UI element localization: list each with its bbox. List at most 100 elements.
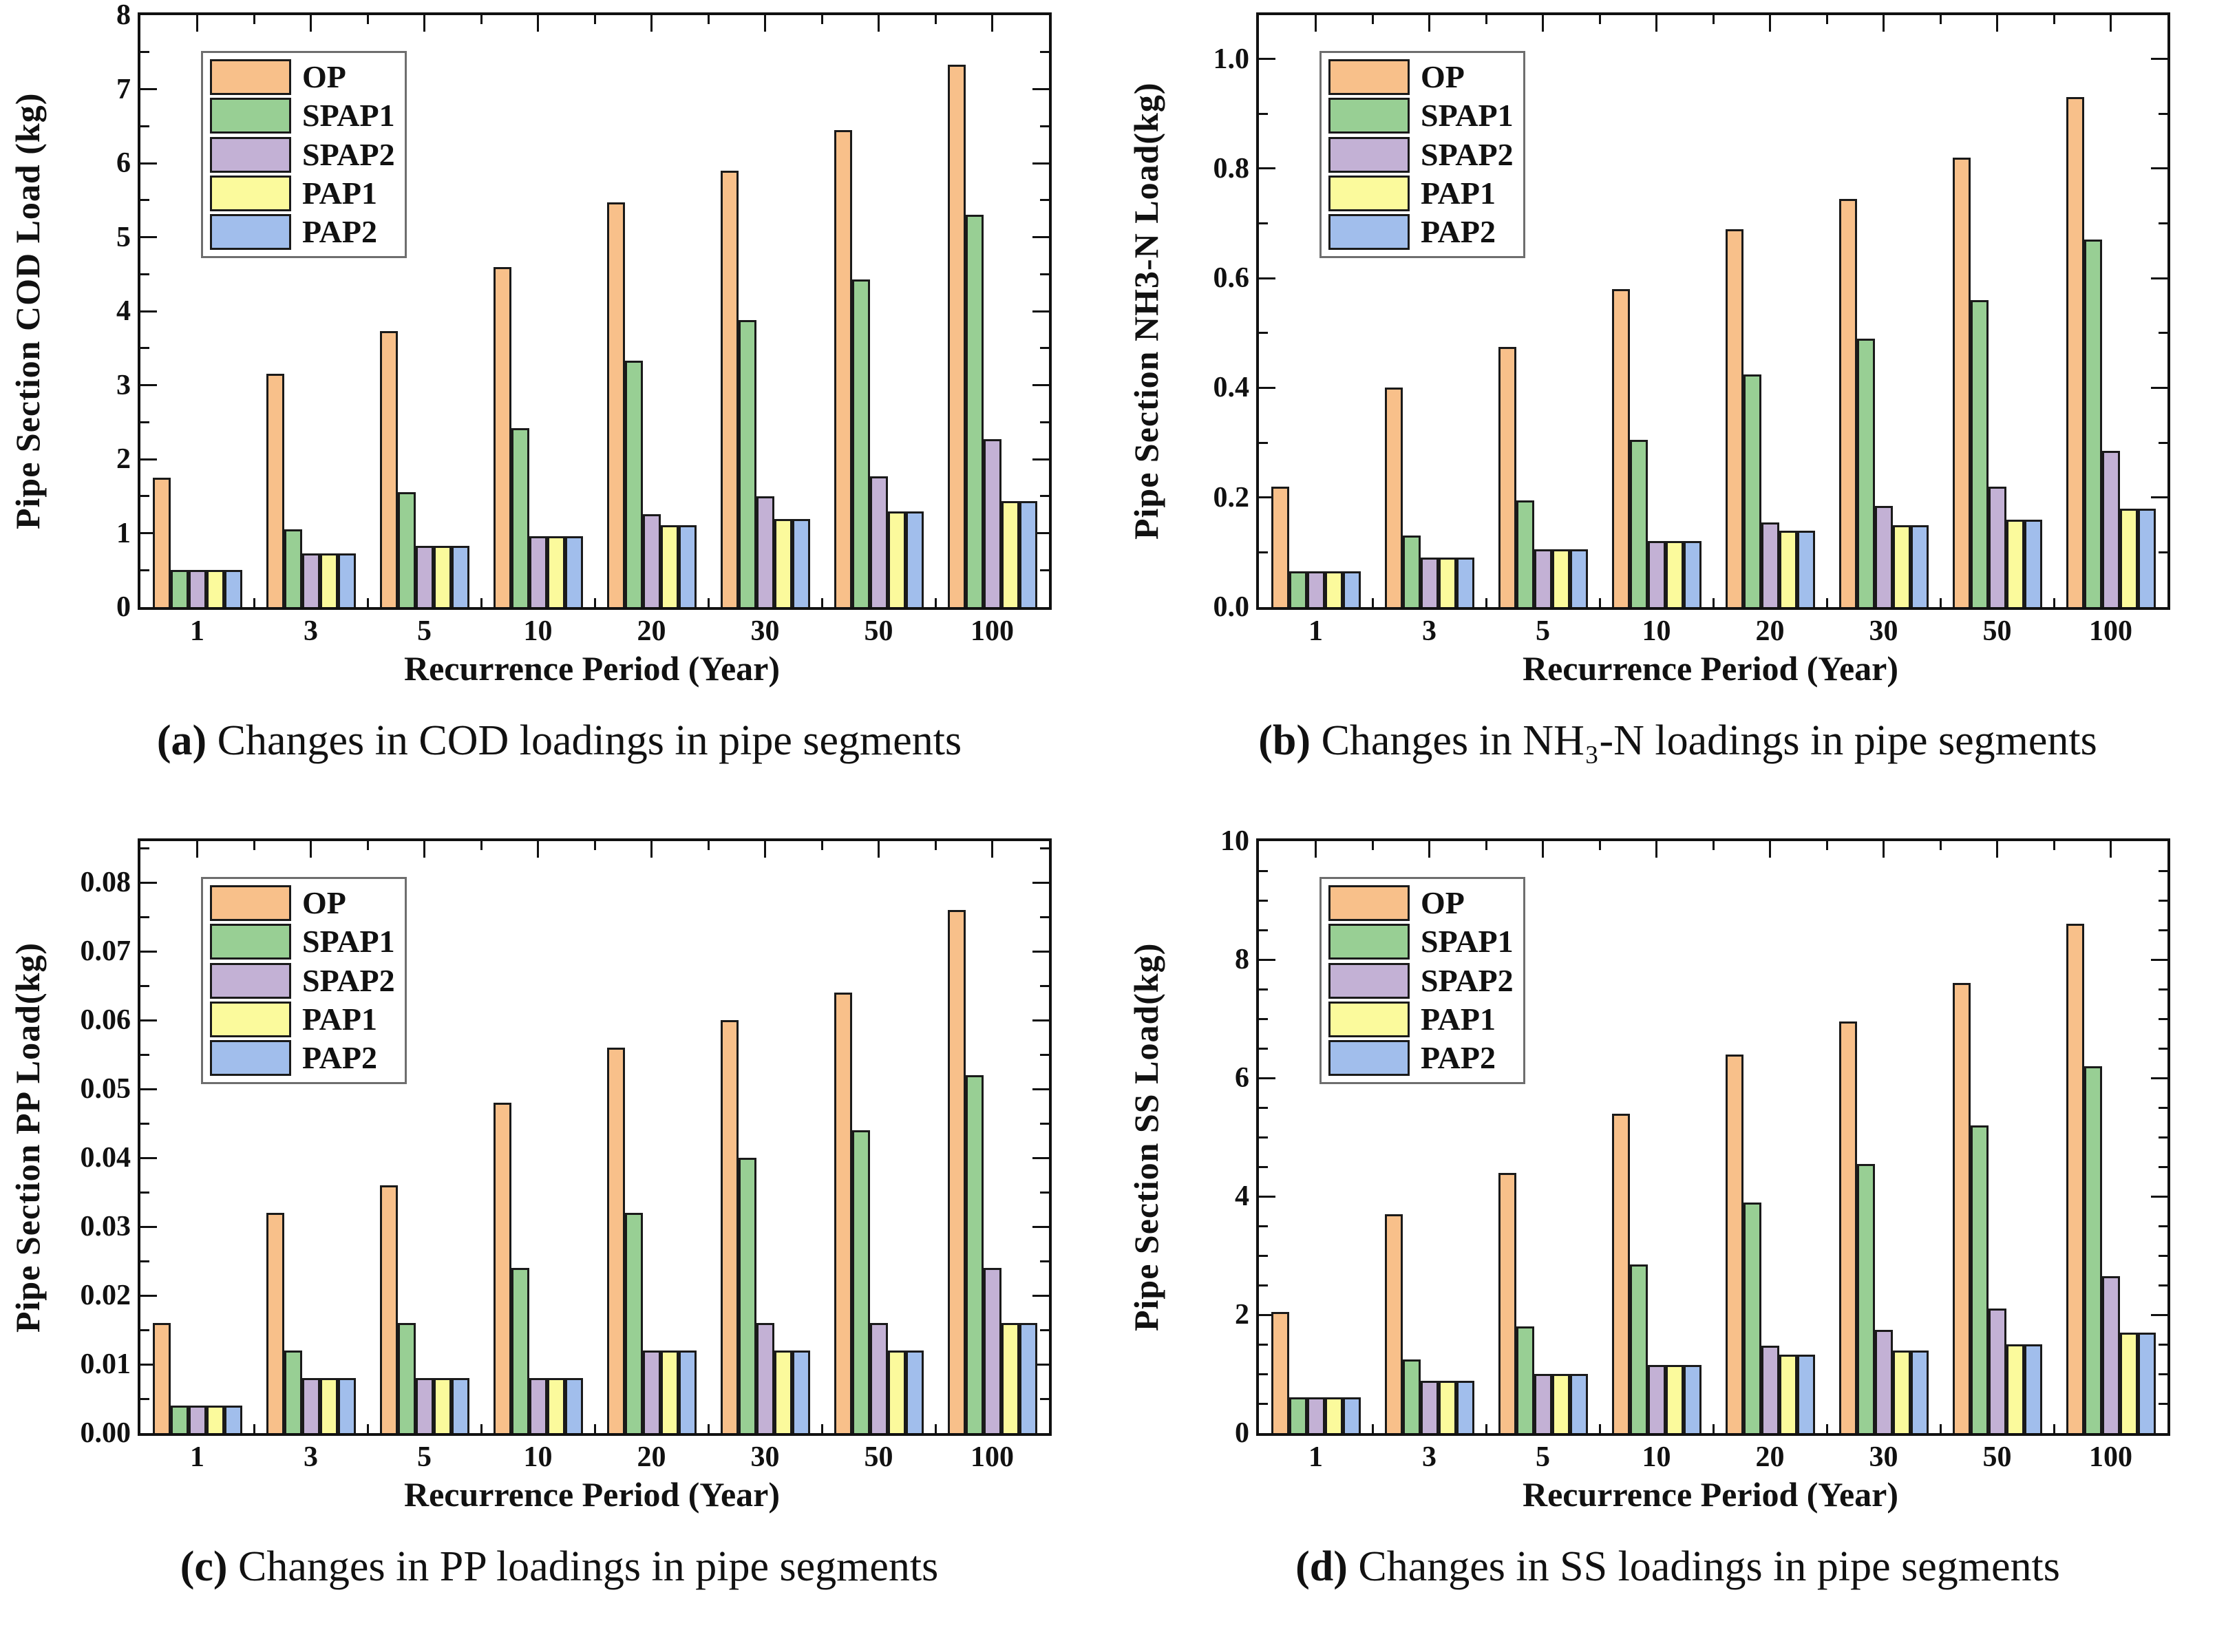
bar <box>152 477 171 607</box>
bar-group <box>1486 15 1600 607</box>
y-tick-label: 0.0 <box>1213 591 1250 623</box>
bar <box>1420 1381 1439 1433</box>
plot-area: 0.0 0.2 0.4 0.6 0.8 1.0 1 3 5 10 20 30 50 100 OP SPAP1 S… <box>1213 12 2170 646</box>
bar-group <box>708 15 822 607</box>
x-tick-label: 50 <box>864 615 893 647</box>
x-tick-label: 100 <box>971 1441 1014 1473</box>
y-tick-label: 4 <box>1235 1180 1249 1212</box>
x-tick-label: 10 <box>523 615 553 647</box>
x-tick-label: 20 <box>637 1441 666 1473</box>
x-major-tick <box>1428 841 1430 858</box>
caption: (d) Changes in SS loadings in pipe segme… <box>1118 1543 2237 1590</box>
bar-group <box>595 15 708 607</box>
x-minor-tick <box>593 841 596 850</box>
bar <box>2119 1332 2138 1433</box>
bar <box>642 1351 661 1433</box>
legend-item: PAP2 <box>210 1039 395 1077</box>
y-minor-tick <box>1040 1122 1049 1125</box>
bar-group <box>1600 15 1713 607</box>
y-minor-tick <box>1040 51 1049 54</box>
x-tick-label: 50 <box>1982 1441 2012 1473</box>
bar <box>624 1213 643 1433</box>
bar-group <box>595 841 708 1433</box>
bar <box>433 545 452 607</box>
x-major-tick <box>1542 15 1544 32</box>
caption-text: Changes in NH₃-N loadings in pipe segmen… <box>1321 717 2097 764</box>
y-major-tick <box>1032 236 1049 238</box>
caption-text: Changes in PP loadings in pipe segments <box>238 1543 939 1590</box>
bar <box>433 1378 452 1433</box>
bar <box>547 536 565 607</box>
y-minor-tick <box>1040 915 1049 918</box>
y-major-tick <box>140 1363 157 1366</box>
x-minor-tick <box>1485 598 1487 607</box>
legend-swatch <box>1328 924 1410 960</box>
y-tick-label: 5 <box>116 221 131 253</box>
x-major-tick <box>764 841 766 858</box>
bar <box>1534 549 1552 607</box>
x-minor-tick <box>1485 1424 1487 1433</box>
legend-swatch <box>210 1040 291 1077</box>
bar <box>1988 486 2006 607</box>
x-major-tick <box>196 841 198 858</box>
bar <box>1569 549 1588 607</box>
y-tick-label: 0 <box>1235 1417 1249 1449</box>
bar-group <box>1259 841 1372 1433</box>
x-tick-label: 3 <box>1422 1441 1436 1473</box>
y-major-tick <box>2151 58 2167 61</box>
bar <box>905 1351 924 1433</box>
legend-swatch <box>1328 1040 1410 1077</box>
y-minor-tick <box>1040 347 1049 350</box>
bar-group <box>254 15 368 607</box>
bar <box>1611 1113 1630 1433</box>
bar <box>1683 1365 1701 1433</box>
bar <box>1402 1359 1421 1433</box>
legend-label: PAP1 <box>1421 175 1496 211</box>
legend-swatch <box>210 59 291 96</box>
bar <box>170 570 189 607</box>
y-tick-gutter <box>1174 841 1256 1433</box>
y-minor-tick <box>140 847 149 849</box>
x-minor-tick <box>1485 841 1487 850</box>
y-tick-label: 6 <box>116 147 131 179</box>
y-tick-gutter <box>1174 15 1256 607</box>
legend: OP SPAP1 SPAP2 PAP1 PAP2 <box>201 51 407 259</box>
y-major-tick <box>140 236 157 238</box>
bar-group <box>1372 15 1486 607</box>
bar <box>379 1185 398 1433</box>
x-tick-label: 20 <box>1755 615 1785 647</box>
x-tick-label: 100 <box>2089 615 2132 647</box>
y-minor-tick <box>1040 847 1049 849</box>
bar <box>1838 198 1857 607</box>
bar <box>965 1075 984 1433</box>
y-tick-label: 1 <box>116 517 131 549</box>
bar <box>1611 289 1630 607</box>
bar-group <box>368 841 481 1433</box>
bar <box>851 1130 870 1433</box>
y-minor-tick <box>1259 869 1268 872</box>
x-major-tick <box>1996 841 1998 858</box>
legend-swatch <box>210 962 291 999</box>
x-major-tick <box>423 841 425 858</box>
x-minor-tick <box>1825 598 1828 607</box>
y-tick-label: 0.02 <box>80 1280 131 1311</box>
bar <box>266 1213 284 1433</box>
bar <box>284 529 302 607</box>
y-minor-tick <box>2159 112 2167 115</box>
chart-panel-d: Pipe Section SS Load(kg) 0 2 4 6 8 10 1 3 5 10 20 3… <box>1118 826 2237 1652</box>
y-major-tick <box>140 950 157 953</box>
y-major-tick <box>1259 1195 1275 1198</box>
legend-swatch <box>210 924 291 960</box>
bar <box>224 1406 242 1433</box>
x-minor-tick <box>1825 1424 1828 1433</box>
x-minor-tick <box>1485 15 1487 24</box>
y-major-tick <box>2151 167 2167 170</box>
legend-swatch <box>1328 214 1410 251</box>
y-major-tick <box>1032 1088 1049 1090</box>
plot-area: 0 2 4 6 8 10 1 3 5 10 20 30 50 100 OP SPAP1 SPAP2 PAP1 PAP… <box>1220 827 2170 1472</box>
y-tick-label: 0.06 <box>80 1004 131 1036</box>
x-major-tick <box>650 15 653 32</box>
caption-text: Changes in COD loadings in pipe segments <box>217 717 962 764</box>
x-major-tick <box>1769 841 1771 858</box>
bar-group <box>935 841 1049 1433</box>
